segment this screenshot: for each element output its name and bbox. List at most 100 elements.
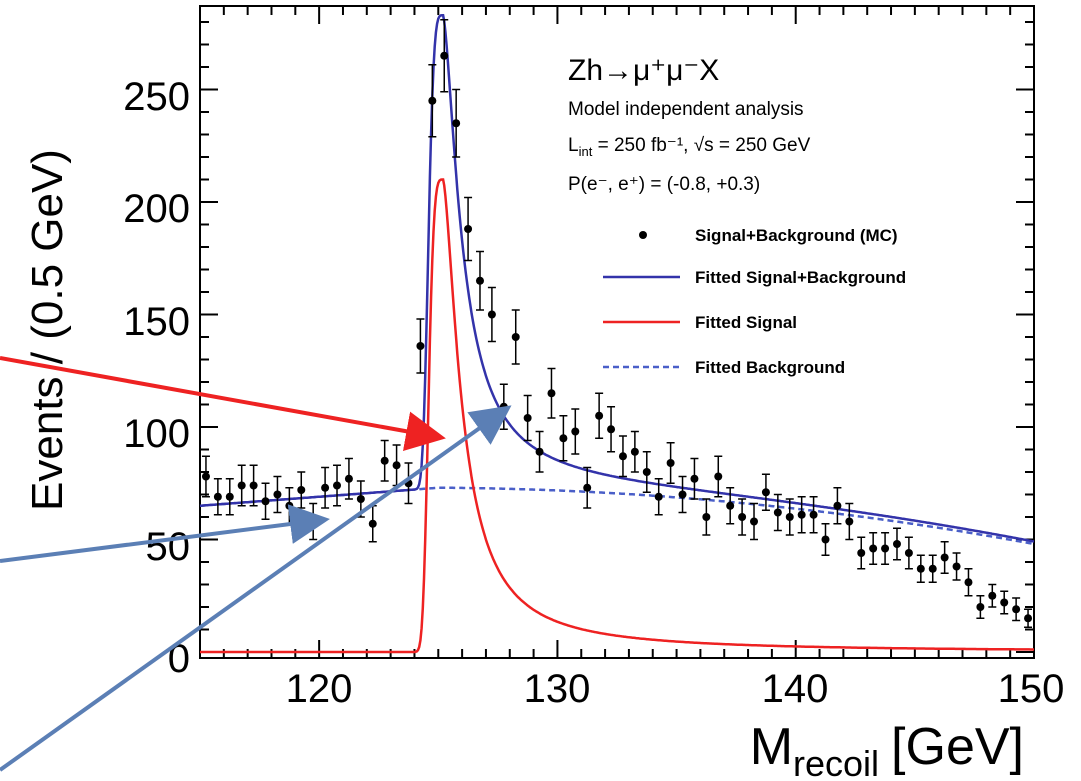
data-marker [595, 411, 604, 420]
data-point [833, 487, 842, 525]
data-marker [213, 492, 222, 501]
data-point [583, 466, 592, 509]
data-marker [333, 481, 342, 490]
data-point [249, 464, 258, 507]
data-point [654, 478, 663, 516]
data-point [595, 392, 604, 439]
data-marker [654, 492, 663, 501]
data-point [869, 532, 878, 565]
data-point [321, 466, 330, 509]
data-point [511, 309, 520, 365]
data-point [785, 498, 794, 536]
data-point [404, 462, 413, 505]
x-axis-title-sub: recoil [793, 743, 879, 781]
legend-label-total: Fitted Signal+Background [695, 268, 906, 287]
data-marker [487, 310, 496, 319]
data-marker [618, 452, 627, 461]
data-marker [726, 501, 735, 510]
data-marker [642, 468, 651, 476]
process-label: Zh→μ⁺μ⁻X [568, 54, 719, 87]
data-marker [773, 508, 782, 517]
data-point [213, 478, 222, 516]
data-point [702, 498, 711, 536]
data-marker [321, 483, 330, 492]
data-point [892, 527, 901, 561]
x-tick-label: 120 [286, 667, 353, 711]
data-point [464, 196, 473, 262]
data-point [475, 250, 484, 311]
data-point [857, 536, 866, 570]
y-tick-label: 200 [123, 187, 190, 231]
data-marker [261, 497, 270, 506]
data-marker [892, 540, 901, 548]
data-marker [630, 447, 639, 456]
data-marker [881, 544, 890, 553]
data-marker [344, 474, 353, 483]
data-point [1012, 597, 1021, 622]
data-marker [738, 513, 747, 521]
data-point [297, 471, 306, 509]
luminosity-rest: = 250 fb⁻¹, √s = 250 GeV [592, 135, 810, 156]
data-point [678, 475, 687, 514]
y-tick-label: 150 [123, 300, 190, 344]
data-marker [833, 501, 842, 510]
luminosity-sub: int [579, 144, 593, 159]
data-point [714, 455, 723, 498]
data-point [392, 444, 401, 487]
data-point [940, 541, 949, 574]
luminosity-label: Lint = 250 fb⁻¹, √s = 250 GeV [568, 135, 811, 159]
data-marker [511, 333, 520, 341]
legend-label-data: Signal+Background (MC) [695, 226, 898, 245]
legend: Signal+Background (MC) Fitted Signal+Bac… [603, 226, 906, 377]
data-point [416, 318, 425, 374]
x-tick-label: 140 [762, 667, 829, 711]
data-point [1000, 590, 1009, 615]
legend-marker-data [639, 231, 647, 239]
data-point [559, 415, 568, 462]
data-marker [547, 389, 556, 398]
data-point [690, 457, 699, 500]
data-marker [559, 434, 568, 443]
annotation-block: Zh→μ⁺μ⁻X Model independent analysis Lint… [568, 54, 811, 195]
data-point [916, 554, 925, 583]
data-point [201, 455, 210, 498]
blue-arrow-background [0, 504, 330, 563]
data-marker [702, 513, 711, 521]
data-point [547, 367, 556, 419]
data-marker [583, 483, 592, 492]
data-marker [416, 342, 425, 350]
data-marker [368, 519, 377, 528]
x-axis-title-unit: [GeV] [891, 718, 1024, 776]
blue-arrow-total [0, 405, 512, 772]
data-point [976, 595, 985, 619]
fitted-total-curve [199, 14, 1035, 543]
data-marker [809, 510, 818, 519]
data-marker [940, 553, 949, 562]
data-marker [523, 414, 532, 422]
data-point [797, 496, 806, 534]
data-marker [1000, 598, 1009, 607]
data-marker [380, 456, 389, 465]
data-marker [464, 225, 473, 233]
data-marker [392, 461, 401, 470]
data-point [428, 64, 437, 138]
data-marker [440, 51, 449, 60]
data-marker [475, 276, 484, 285]
data-point [630, 430, 639, 473]
data-point [618, 435, 627, 478]
data-point [809, 496, 818, 534]
data-point [726, 487, 735, 525]
data-marker [249, 481, 258, 490]
data-marker [952, 562, 961, 571]
plot-frame [199, 5, 1035, 659]
data-point [607, 406, 616, 453]
data-marker [964, 578, 973, 587]
data-point [964, 568, 973, 597]
data-point [285, 487, 294, 525]
data-marker [845, 517, 854, 526]
data-marker [535, 447, 544, 456]
data-marker [237, 481, 246, 490]
data-point [499, 383, 508, 430]
data-marker [285, 501, 294, 510]
